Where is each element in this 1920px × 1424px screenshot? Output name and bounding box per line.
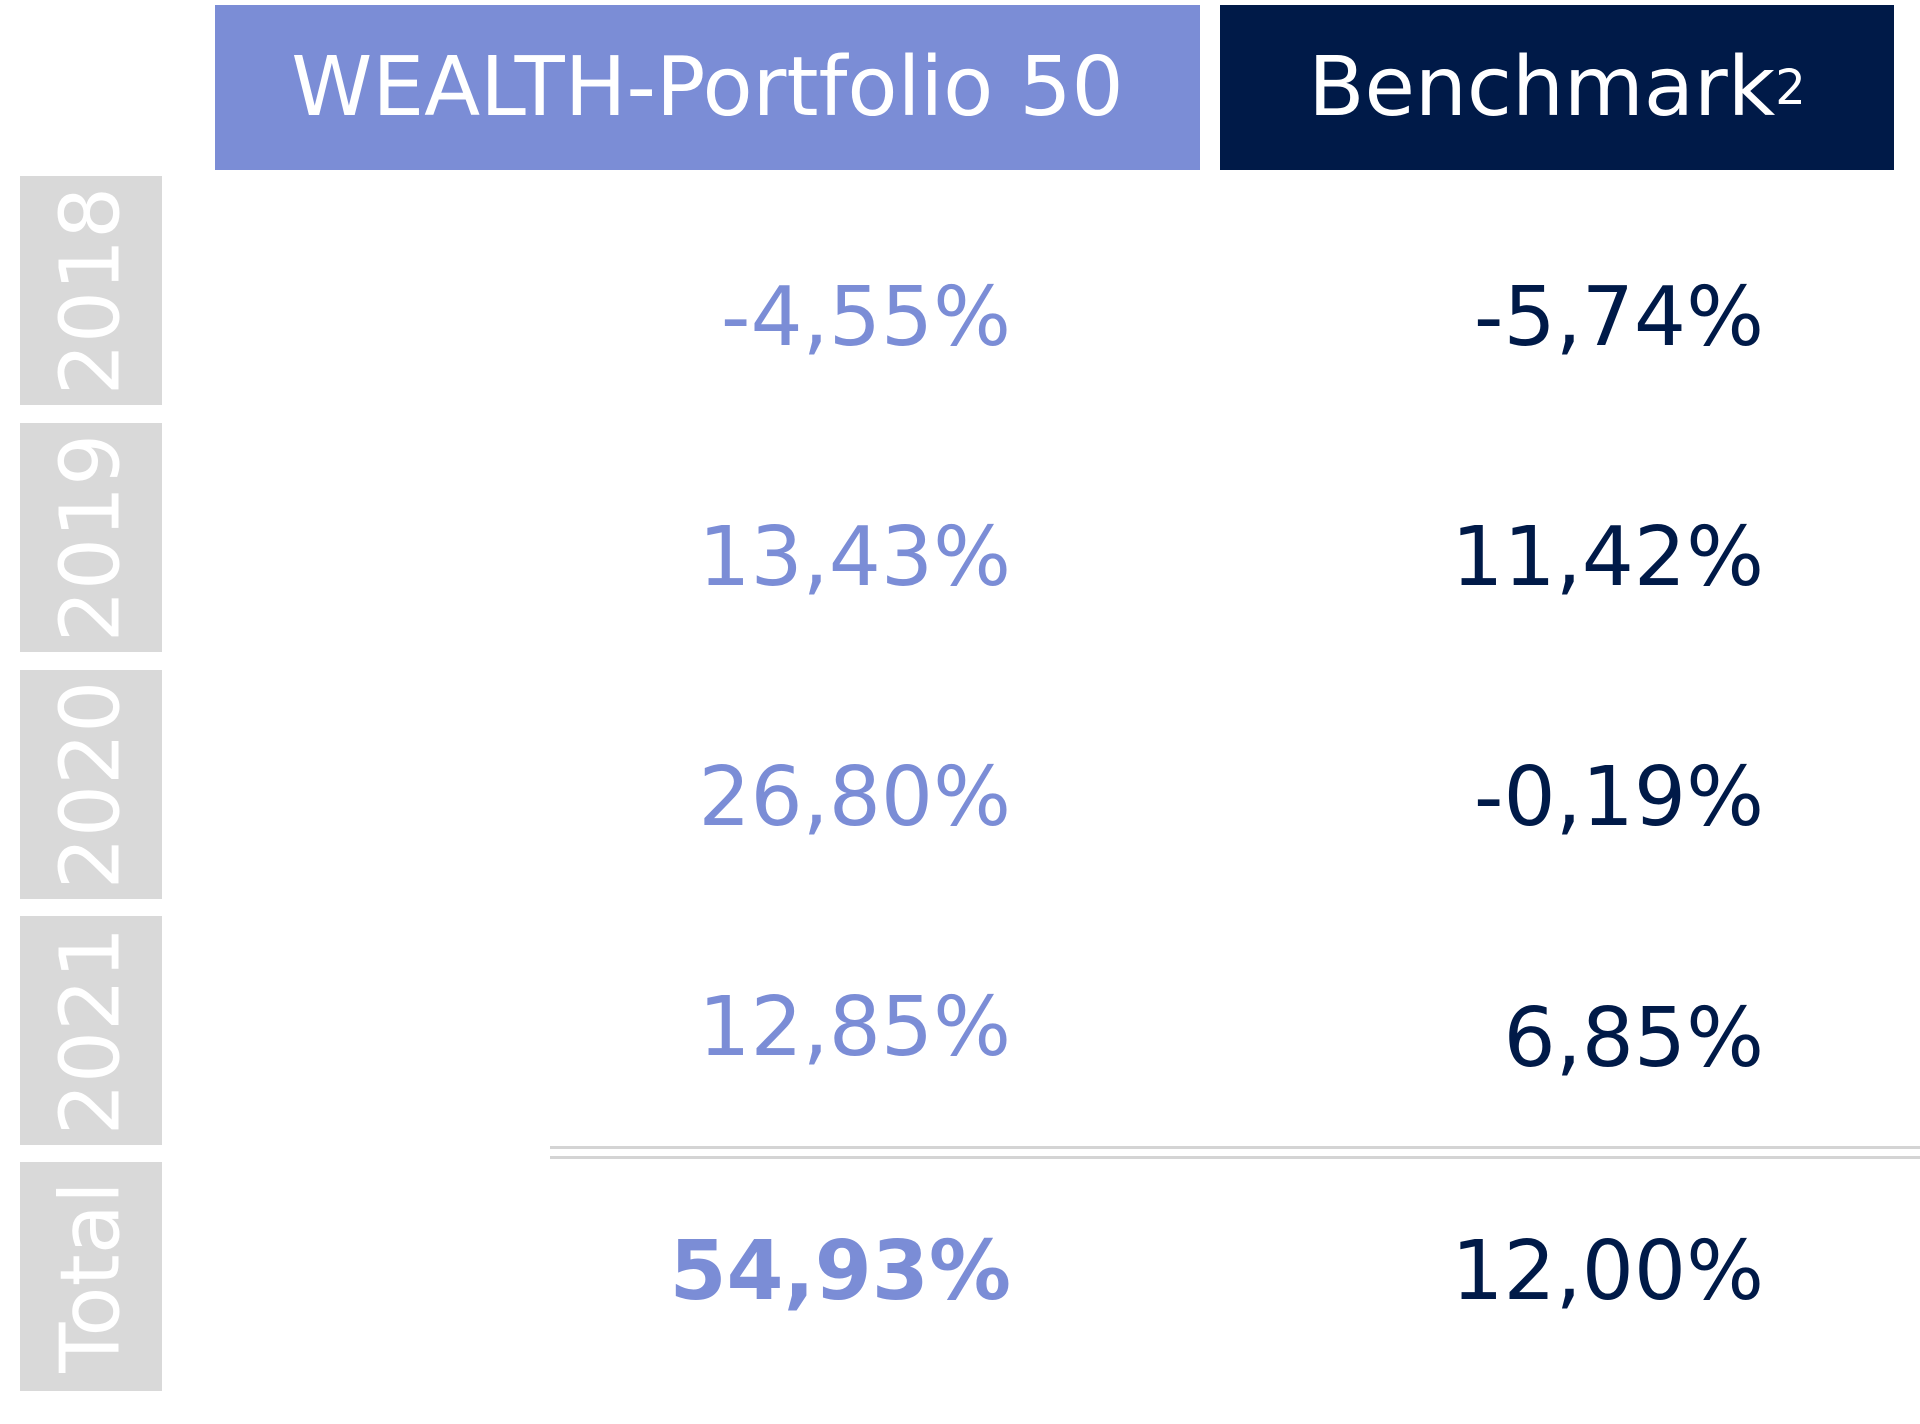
row-label-2021: 2021 <box>20 916 162 1145</box>
row-label-text: 2019 <box>43 433 139 642</box>
benchmark-value-2020: -0,19% <box>1473 750 1764 845</box>
row-label-text: 2020 <box>43 680 139 889</box>
benchmark-value-total: 12,00% <box>1451 1224 1764 1319</box>
benchmark-column-header: Benchmark 2 <box>1220 5 1894 170</box>
benchmark-value-2021: 6,85% <box>1503 991 1765 1086</box>
benchmark-header-label: Benchmark <box>1308 40 1776 135</box>
row-label-2020: 2020 <box>20 670 162 899</box>
portfolio-value-2021: 12,85% <box>698 980 1011 1075</box>
row-label-total: Total <box>20 1162 162 1391</box>
portfolio-column-header: WEALTH-Portfolio 50 <box>215 5 1200 170</box>
benchmark-value-2018: -5,74% <box>1473 270 1764 365</box>
total-separator-line <box>550 1156 1920 1159</box>
total-separator-line <box>550 1146 1920 1149</box>
portfolio-value-2018: -4,55% <box>720 270 1011 365</box>
row-label-text: Total <box>43 1180 139 1373</box>
portfolio-value-2020: 26,80% <box>698 750 1011 845</box>
benchmark-value-2019: 11,42% <box>1451 510 1764 605</box>
row-label-2019: 2019 <box>20 423 162 652</box>
portfolio-header-label: WEALTH-Portfolio 50 <box>291 40 1124 135</box>
row-label-text: 2021 <box>43 926 139 1135</box>
row-label-text: 2018 <box>43 186 139 395</box>
row-label-2018: 2018 <box>20 176 162 405</box>
portfolio-value-2019: 13,43% <box>698 510 1011 605</box>
portfolio-value-total: 54,93% <box>669 1224 1011 1319</box>
